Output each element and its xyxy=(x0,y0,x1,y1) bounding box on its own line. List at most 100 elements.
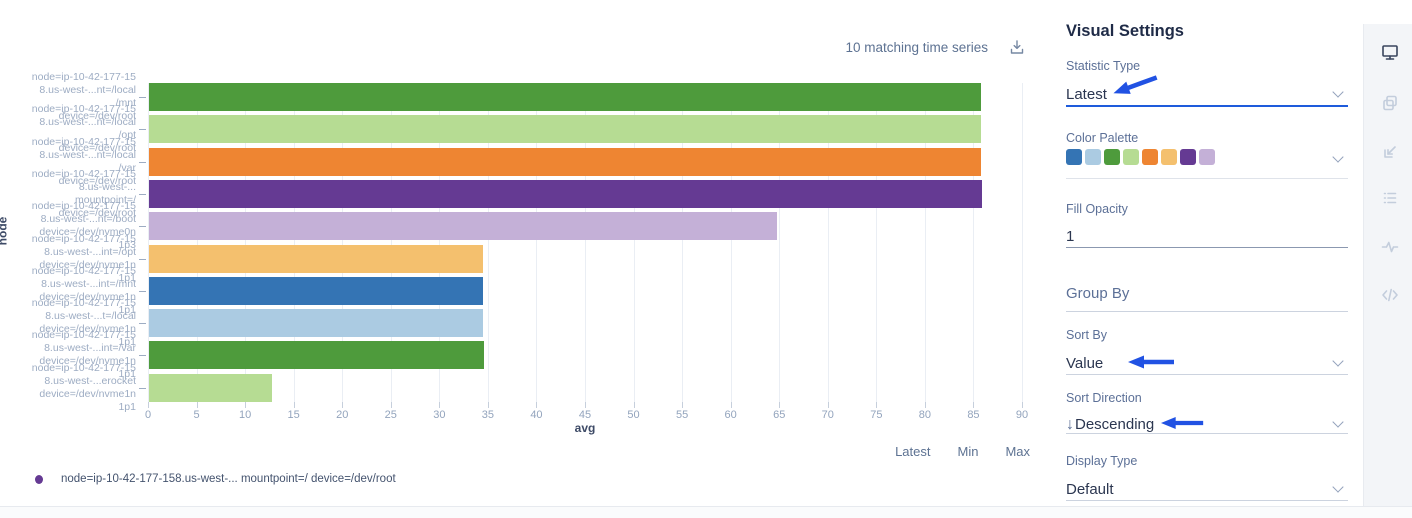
bar[interactable] xyxy=(149,115,982,144)
y-tick-label: node=ip-10-42-177-15 8.us-west-...t=/loc… xyxy=(31,297,136,349)
monitor-icon[interactable] xyxy=(1381,43,1399,61)
x-tick-label: 80 xyxy=(918,409,931,421)
color-palette-select[interactable] xyxy=(1066,149,1215,165)
bar-chart: node avg 0 5 10 15 20 25 30 35 40 45 50 55 60 65 70 75 8… xyxy=(0,71,1029,435)
y-tick-label: node=ip-10-42-177-15 8.us-west-... mount… xyxy=(31,167,136,219)
palette-swatch xyxy=(1085,149,1101,165)
display-type-select[interactable]: Default xyxy=(1066,481,1114,498)
chart-header: 10 matching time series xyxy=(0,38,1032,56)
gridline xyxy=(390,83,392,402)
download-icon[interactable] xyxy=(1008,38,1026,56)
list-icon[interactable] xyxy=(1381,189,1399,207)
x-tick-label: 20 xyxy=(336,409,349,421)
x-tick-label: 45 xyxy=(578,409,592,421)
gridline xyxy=(1022,83,1023,402)
fill-opacity-input[interactable]: 1 xyxy=(1066,228,1075,245)
statistic-type-label: Statistic Type xyxy=(1066,59,1141,73)
y-tick-mark xyxy=(139,193,146,195)
x-axis-title: avg xyxy=(574,421,596,435)
legend-col-max[interactable]: Max xyxy=(1005,444,1030,459)
bar[interactable] xyxy=(149,276,484,305)
x-tick-label: 55 xyxy=(675,409,689,421)
gridline xyxy=(585,83,586,402)
bar[interactable] xyxy=(149,244,484,273)
copy-icon[interactable] xyxy=(1381,94,1399,112)
chevron-down-icon[interactable] xyxy=(1332,416,1344,428)
sort-by-underline xyxy=(1066,374,1348,375)
x-tick-mark xyxy=(439,402,441,408)
gridline xyxy=(245,83,247,402)
bar[interactable] xyxy=(149,179,983,208)
group-by-underline[interactable] xyxy=(1066,311,1348,312)
x-tick-mark xyxy=(827,402,829,408)
bar[interactable] xyxy=(149,309,484,338)
fill-opacity-underline xyxy=(1066,247,1348,248)
bar[interactable] xyxy=(149,341,485,370)
y-tick-label: node=ip-10-42-177-15 8.us-west-...erocke… xyxy=(31,361,136,413)
y-tick-label: node=ip-10-42-177-15 8.us-west-...int=/m… xyxy=(31,264,136,316)
x-tick-label: 5 xyxy=(193,409,200,421)
y-tick-label: node=ip-10-42-177-15 8.us-west-...int=/o… xyxy=(31,232,136,284)
x-tick-label: 0 xyxy=(144,409,152,421)
group-by-label: Group By xyxy=(1066,285,1130,302)
x-tick-label: 70 xyxy=(821,409,834,421)
gridline xyxy=(342,83,344,402)
x-tick-mark xyxy=(390,402,392,408)
y-tick-label: node=ip-10-42-177-15 8.us-west-...nt=/bo… xyxy=(31,200,136,252)
y-tick-mark xyxy=(139,129,146,131)
gridline xyxy=(876,83,878,402)
bar[interactable] xyxy=(149,212,778,241)
sort-by-select[interactable]: Value xyxy=(1066,355,1104,372)
legend-col-latest[interactable]: Latest xyxy=(895,444,931,459)
y-tick-mark xyxy=(139,226,146,228)
statistic-type-underline xyxy=(1066,105,1348,107)
bar[interactable] xyxy=(149,373,273,402)
chevron-down-icon[interactable] xyxy=(1332,86,1344,98)
x-tick-mark xyxy=(973,402,975,408)
y-tick-label: node=ip-10-42-177-15 8.us-west-...nt=/lo… xyxy=(31,103,136,155)
legend-col-min[interactable]: Min xyxy=(957,444,979,459)
y-tick-mark xyxy=(139,97,146,98)
sort-direction-label: Sort Direction xyxy=(1066,391,1142,405)
statistic-type-select[interactable]: Latest xyxy=(1066,86,1107,103)
y-tick-mark xyxy=(139,387,146,389)
gridline xyxy=(973,83,975,402)
panel-title: Visual Settings xyxy=(1066,22,1184,40)
bottom-divider xyxy=(0,506,1412,507)
gridline xyxy=(827,83,829,402)
waveform-icon[interactable] xyxy=(1381,238,1399,256)
legend-columns: Latest Min Max xyxy=(0,444,1030,459)
gridline xyxy=(148,83,149,402)
x-tick-mark xyxy=(779,402,781,408)
x-tick-label: 60 xyxy=(724,409,737,421)
legend-series-dot xyxy=(35,474,43,484)
x-tick-label: 65 xyxy=(773,409,786,421)
below-strip xyxy=(0,507,1412,518)
x-tick-mark xyxy=(293,402,295,408)
color-palette-label: Color Palette xyxy=(1066,131,1139,145)
fill-opacity-label: Fill Opacity xyxy=(1066,202,1128,216)
display-type-underline xyxy=(1066,500,1348,501)
matching-series-count: 10 matching time series xyxy=(845,39,988,55)
code-icon[interactable] xyxy=(1381,286,1399,304)
x-tick-mark xyxy=(342,402,344,408)
bar[interactable] xyxy=(149,147,982,176)
x-tick-mark xyxy=(682,402,684,408)
chevron-down-icon[interactable] xyxy=(1332,481,1344,493)
display-type-label: Display Type xyxy=(1066,454,1138,468)
y-tick-mark xyxy=(139,355,146,357)
palette-swatch xyxy=(1066,149,1082,165)
gridline xyxy=(196,83,198,402)
arrow-down-icon: ↓ xyxy=(1066,416,1074,433)
x-tick-label: 35 xyxy=(481,409,494,421)
bar[interactable] xyxy=(149,83,982,111)
chart-axes-icon[interactable] xyxy=(1381,143,1399,161)
gridline xyxy=(924,83,926,402)
legend-item[interactable]: node=ip-10-42-177-158.us-west-... mountp… xyxy=(35,473,396,485)
x-tick-label: 90 xyxy=(1015,409,1029,421)
sort-direction-select[interactable]: ↓Descending xyxy=(1066,416,1154,434)
chevron-down-icon[interactable] xyxy=(1332,151,1344,163)
chevron-down-icon[interactable] xyxy=(1332,355,1344,367)
y-tick-label: node=ip-10-42-177-15 8.us-west-...nt=/lo… xyxy=(31,135,136,187)
x-tick-mark xyxy=(487,402,489,408)
